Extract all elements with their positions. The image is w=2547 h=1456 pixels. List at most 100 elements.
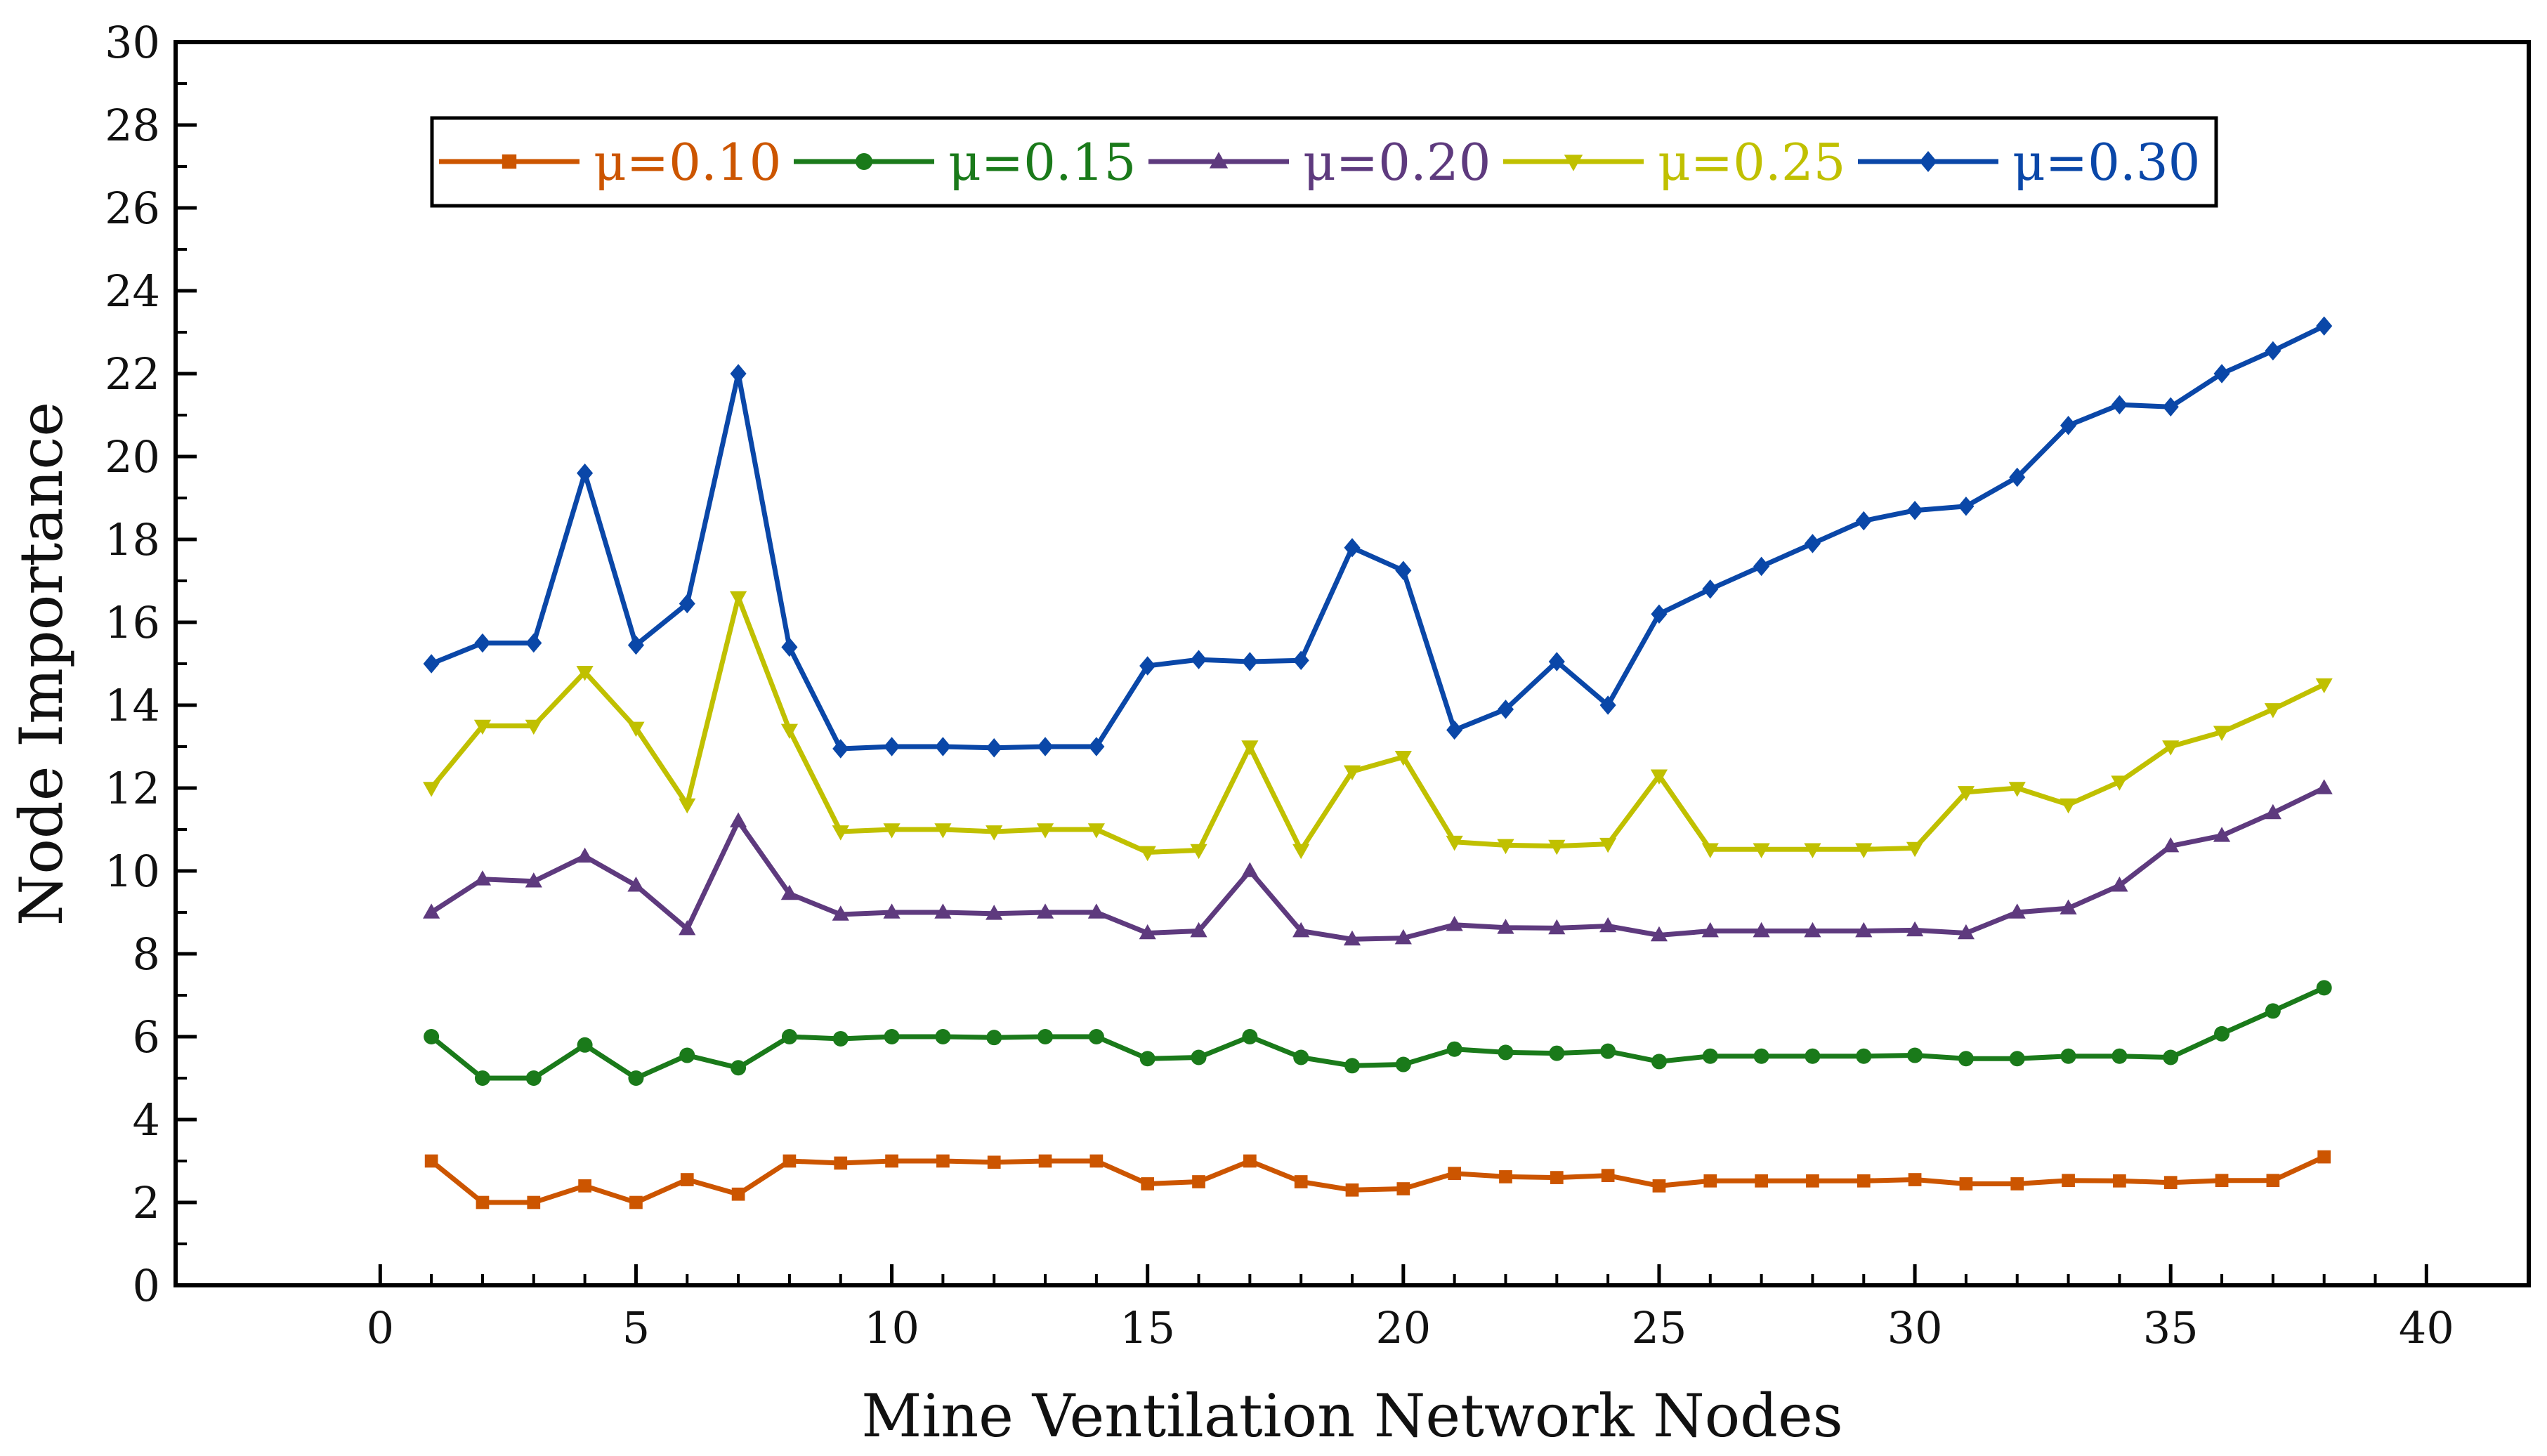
data-point <box>1804 922 1821 938</box>
data-point <box>2264 703 2281 719</box>
data-point <box>730 364 747 383</box>
data-point <box>1292 922 1310 938</box>
data-point <box>1753 843 1770 858</box>
data-point <box>1139 656 1156 676</box>
data-point <box>780 884 799 900</box>
data-point <box>729 591 747 607</box>
legend-label: μ=0.20 <box>1303 133 1491 192</box>
data-point <box>1343 765 1361 781</box>
data-point <box>2111 775 2128 791</box>
x-tick-label: 40 <box>2399 1302 2454 1353</box>
data-point <box>1702 1048 1718 1064</box>
data-point <box>577 463 594 483</box>
data-point <box>1701 843 1719 858</box>
y-tick-label: 20 <box>105 431 160 483</box>
data-point <box>525 872 542 888</box>
data-point <box>2111 877 2128 892</box>
data-point <box>1804 843 1821 858</box>
data-point <box>2317 1150 2331 1164</box>
legend-label: μ=0.30 <box>2012 133 2200 192</box>
data-point <box>1906 500 1923 520</box>
data-point <box>883 903 901 919</box>
data-point <box>1497 700 1514 719</box>
data-point <box>627 877 645 892</box>
data-point <box>1855 511 1872 531</box>
data-point <box>1908 1173 1922 1186</box>
data-point <box>780 723 799 740</box>
data-point <box>832 905 849 921</box>
data-point <box>1088 1029 1104 1044</box>
data-point <box>2213 364 2230 383</box>
series-group <box>423 316 2333 759</box>
data-point <box>679 798 696 814</box>
data-point <box>986 1030 1002 1046</box>
data-point <box>1805 1048 1821 1064</box>
data-point <box>1753 1048 1769 1064</box>
data-point <box>1550 1171 1564 1184</box>
data-point <box>1087 903 1105 919</box>
data-point <box>473 719 492 735</box>
series-layer <box>423 316 2333 1209</box>
data-point <box>781 1029 797 1044</box>
data-point <box>1243 1154 1257 1168</box>
data-point <box>1906 841 1924 858</box>
data-point <box>628 1070 644 1086</box>
data-point <box>832 739 849 759</box>
x-axis: 0 5 10 15 20 25 30 35 40 <box>367 1264 2454 1353</box>
series-group <box>423 591 2333 862</box>
x-tick-label: 0 <box>367 1302 394 1353</box>
data-point <box>1141 1177 1155 1191</box>
legend: μ=0.10 μ=0.15 μ=0.20 μ=0.25 μ=0.30 <box>430 116 2218 208</box>
x-tick-label: 20 <box>1375 1302 1431 1353</box>
data-point <box>2060 416 2077 435</box>
y-axis-title: Node Importance <box>7 402 76 926</box>
y-tick-label: 22 <box>105 348 160 400</box>
data-point <box>2060 1048 2076 1064</box>
data-point <box>525 719 542 735</box>
x-tick-label: 30 <box>1887 1302 1943 1353</box>
data-point <box>1087 823 1105 839</box>
data-point <box>1600 1043 1616 1059</box>
data-point <box>987 1155 1001 1169</box>
data-point <box>2163 1176 2178 1190</box>
data-point <box>1190 844 1207 860</box>
data-point <box>1293 1049 1309 1065</box>
data-point <box>834 1156 848 1170</box>
data-point <box>729 812 747 827</box>
data-point <box>1857 1174 1871 1188</box>
data-point <box>2266 1174 2280 1188</box>
data-point <box>1190 650 1207 669</box>
data-point <box>679 593 695 614</box>
data-point <box>473 870 492 886</box>
data-point <box>986 825 1003 841</box>
data-point <box>1448 1167 1462 1181</box>
data-point <box>1753 556 1770 577</box>
y-tick-label: 4 <box>133 1094 160 1146</box>
data-point <box>1089 1154 1104 1168</box>
data-point <box>1599 837 1617 853</box>
legend-swatch-marker <box>1919 151 1937 172</box>
data-point <box>423 654 440 674</box>
data-point <box>1292 844 1310 860</box>
data-point <box>1652 1179 1666 1193</box>
data-point <box>1651 1054 1667 1070</box>
data-point <box>1036 823 1054 839</box>
data-point <box>1548 652 1565 671</box>
data-point <box>2315 779 2333 794</box>
data-point <box>423 903 440 919</box>
data-point <box>884 737 901 756</box>
data-point <box>2060 798 2077 814</box>
data-point <box>2162 740 2180 756</box>
data-point <box>2009 467 2026 487</box>
data-point <box>1396 1182 1410 1195</box>
y-tick-label: 24 <box>105 265 160 317</box>
data-point <box>2214 1025 2230 1042</box>
y-tick-label: 30 <box>105 17 160 68</box>
data-point <box>1191 1049 1207 1065</box>
data-point <box>1394 929 1412 945</box>
data-point <box>2008 903 2026 919</box>
data-point <box>1650 769 1668 785</box>
